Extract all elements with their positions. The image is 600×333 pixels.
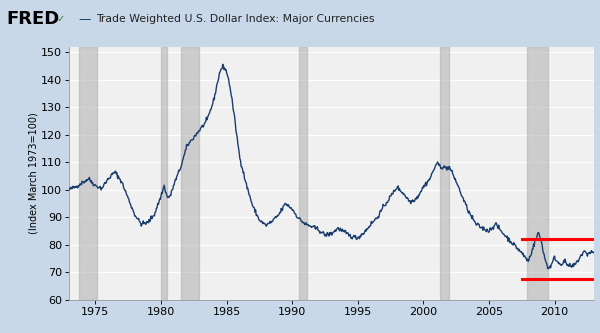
Bar bbox=[181, 47, 199, 300]
Bar bbox=[161, 47, 167, 300]
Text: ✓: ✓ bbox=[57, 14, 65, 25]
Bar bbox=[79, 47, 97, 300]
Text: —: — bbox=[78, 13, 91, 26]
Text: FRED: FRED bbox=[6, 10, 59, 29]
Y-axis label: (Index March 1973=100): (Index March 1973=100) bbox=[28, 112, 38, 234]
Bar bbox=[440, 47, 449, 300]
Bar bbox=[527, 47, 548, 300]
Bar bbox=[299, 47, 307, 300]
Text: Trade Weighted U.S. Dollar Index: Major Currencies: Trade Weighted U.S. Dollar Index: Major … bbox=[96, 14, 374, 25]
